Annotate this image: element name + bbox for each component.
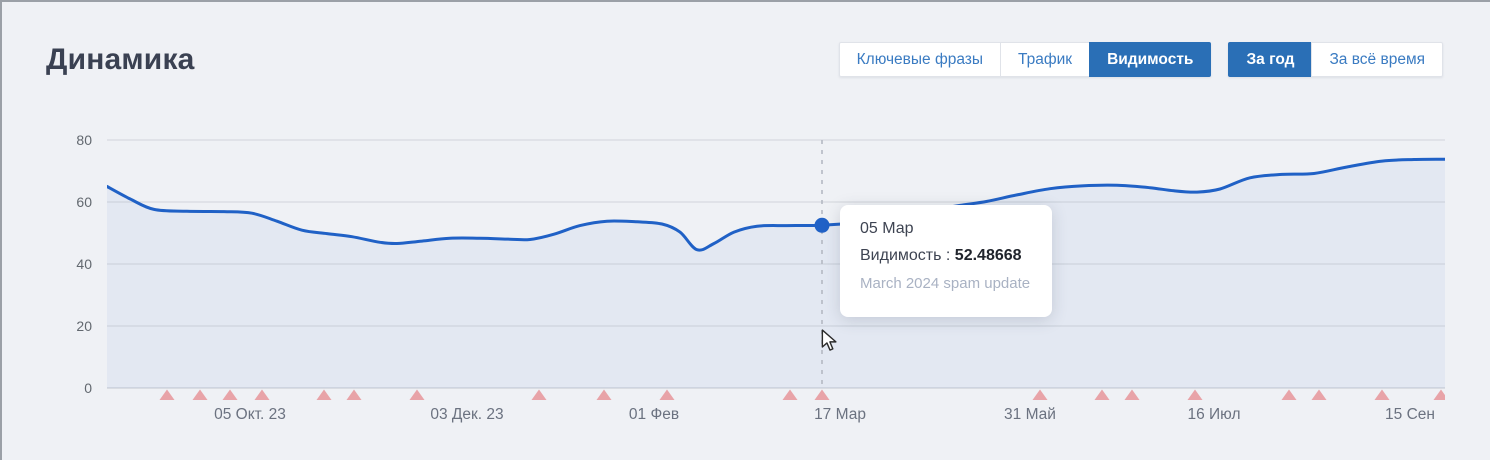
mouse-cursor-icon: [821, 329, 837, 351]
x-axis-label: 15 Сен: [1385, 406, 1435, 423]
update-marker-icon[interactable]: [1124, 389, 1140, 401]
metric-tab-group: Ключевые фразы Трафик Видимость: [838, 42, 1212, 77]
x-axis-label: 16 Июл: [1187, 406, 1240, 423]
update-marker-icon[interactable]: [1094, 389, 1110, 401]
tab-visibility[interactable]: Видимость: [1089, 42, 1212, 77]
update-marker-icon[interactable]: [222, 389, 238, 401]
tab-year[interactable]: За год: [1228, 42, 1313, 77]
update-marker-icon[interactable]: [1311, 389, 1327, 401]
tooltip-metric-label: Видимость: [860, 247, 942, 264]
update-marker-icon[interactable]: [1032, 389, 1048, 401]
update-marker-icon[interactable]: [346, 389, 362, 401]
update-marker-icon[interactable]: [409, 389, 425, 401]
chart-tooltip: 05 Мар Видимость : 52.48668 March 2024 s…: [840, 205, 1052, 317]
tab-keywords[interactable]: Ключевые фразы: [838, 42, 1002, 77]
update-marker-icon[interactable]: [159, 389, 175, 401]
x-axis-label: 17 Мар: [814, 406, 866, 423]
update-marker-icon[interactable]: [814, 389, 830, 401]
update-marker-icon[interactable]: [1433, 389, 1449, 401]
y-axis-label: 80: [76, 132, 92, 148]
tooltip-separator: :: [941, 247, 955, 264]
y-axis-label: 20: [76, 318, 92, 334]
update-marker-icon[interactable]: [192, 389, 208, 401]
tooltip-date: 05 Мар: [860, 220, 914, 237]
tooltip-value: 52.48668: [954, 247, 1022, 264]
tab-all-time[interactable]: За всё время: [1311, 42, 1443, 77]
x-axis-label: 01 Фев: [629, 406, 679, 423]
x-axis-label: 31 Май: [1004, 406, 1056, 423]
update-marker-icon[interactable]: [659, 389, 675, 401]
y-axis-label: 60: [76, 194, 92, 210]
update-marker-icon[interactable]: [1374, 389, 1390, 401]
update-marker-icon[interactable]: [1281, 389, 1297, 401]
toolbar: Ключевые фразы Трафик Видимость За год З…: [838, 42, 1443, 77]
update-marker-icon[interactable]: [254, 389, 270, 401]
hover-dot[interactable]: [814, 217, 830, 233]
update-marker-icon[interactable]: [316, 389, 332, 401]
period-tab-group: За год За всё время: [1228, 42, 1443, 77]
tooltip-note: March 2024 spam update: [860, 275, 1031, 292]
tooltip-metric-row: Видимость : 52.48668: [860, 247, 1032, 265]
update-marker-icon[interactable]: [782, 389, 798, 401]
tab-traffic[interactable]: Трафик: [1000, 42, 1091, 77]
page-title: Динамика: [46, 42, 195, 76]
series-line: [107, 157, 1445, 252]
update-marker-icon[interactable]: [596, 389, 612, 401]
update-marker-icon[interactable]: [531, 389, 547, 401]
series-area: [107, 159, 1445, 388]
x-axis-label: 05 Окт. 23: [214, 406, 286, 423]
x-axis-label: 03 Дек. 23: [430, 406, 503, 423]
update-marker-icon[interactable]: [1187, 389, 1203, 401]
y-axis-label: 0: [84, 380, 92, 396]
y-axis-label: 40: [76, 256, 92, 272]
panel-header: Динамика Ключевые фразы Трафик Видимость…: [46, 42, 1443, 77]
